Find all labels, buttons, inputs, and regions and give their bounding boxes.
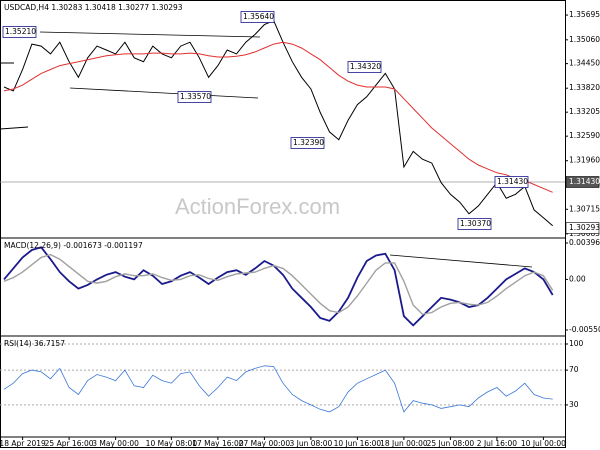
annotation-box [177, 91, 212, 103]
annotation-box [494, 176, 529, 188]
y-tick-label: -0.005503 [569, 325, 600, 334]
x-tick-label: 2 Jul 16:00 [477, 439, 517, 448]
y-tick-label: 30 [569, 400, 579, 409]
y-tick-label: 1.30715 [569, 204, 600, 213]
x-tick-label: 25 Apr 16:00 [45, 439, 94, 448]
x-tick-label: 25 Jun 08:00 [427, 439, 475, 448]
annotation: 1.32390 [293, 138, 324, 147]
annotation: 1.31430 [497, 177, 528, 186]
trend-line [389, 254, 533, 268]
annotation-box [2, 26, 37, 38]
y-tick-label: 1.35695 [569, 10, 600, 19]
price-label: 1.30293 [569, 223, 600, 232]
trend-line [0, 126, 29, 130]
annotation: 1.30370 [460, 219, 491, 228]
series-line [3, 253, 554, 316]
price-label: 1.31430 [569, 177, 600, 186]
x-tick-label: 3 May 00:00 [92, 439, 139, 448]
annotation: 1.35640 [243, 12, 274, 21]
y-tick-label: 1.33205 [569, 107, 600, 116]
annotation-box [347, 61, 382, 73]
y-tick-label: 1.34450 [569, 59, 600, 68]
series-line [3, 41, 553, 193]
price-label-box [565, 176, 600, 188]
y-tick-label: 1.35060 [569, 35, 600, 44]
x-tick-label: 17 May 16:00 [192, 439, 244, 448]
panel-title: USDCAD,H4 1.30283 1.30418 1.30277 1.3029… [4, 3, 183, 12]
series-line [3, 365, 553, 413]
annotation: 1.34320 [350, 62, 381, 71]
y-tick-label: 0.003961 [569, 238, 600, 247]
annotation-box [240, 11, 275, 23]
y-tick-label: 100 [569, 339, 584, 348]
x-tick-label: 10 Jul 00:00 [521, 439, 566, 448]
annotation: 1.33570 [180, 92, 211, 101]
trend-line [39, 31, 261, 38]
x-tick-label: 18 Apr 2019 [0, 439, 46, 448]
y-tick-label: 1.32590 [569, 131, 600, 140]
annotation-box [290, 137, 325, 149]
x-tick-label: 10 Jun 16:00 [334, 439, 382, 448]
y-tick-label: 70 [569, 365, 579, 374]
x-tick-label: 3 Jun 08:00 [289, 439, 332, 448]
x-tick-label: 18 Jun 00:00 [380, 439, 428, 448]
x-tick-label: 10 May 08:00 [146, 439, 198, 448]
watermark: ActionForex.com [175, 194, 340, 219]
x-tick-label: 27 May 00:00 [239, 439, 291, 448]
series-line [3, 20, 554, 227]
panel-title: RSI(14) 36.7157 [4, 339, 65, 348]
annotation: 1.35210 [5, 27, 36, 36]
price-label-box [565, 222, 600, 234]
y-tick-label: 0.00 [569, 274, 586, 283]
trend-line [69, 87, 259, 99]
y-tick-label: 1.33820 [569, 83, 600, 92]
annotation-box [457, 218, 492, 230]
y-tick-label: 1.31960 [569, 156, 600, 165]
panel-title: MACD(12,26,9) -0.001673 -0.001197 [4, 241, 143, 250]
